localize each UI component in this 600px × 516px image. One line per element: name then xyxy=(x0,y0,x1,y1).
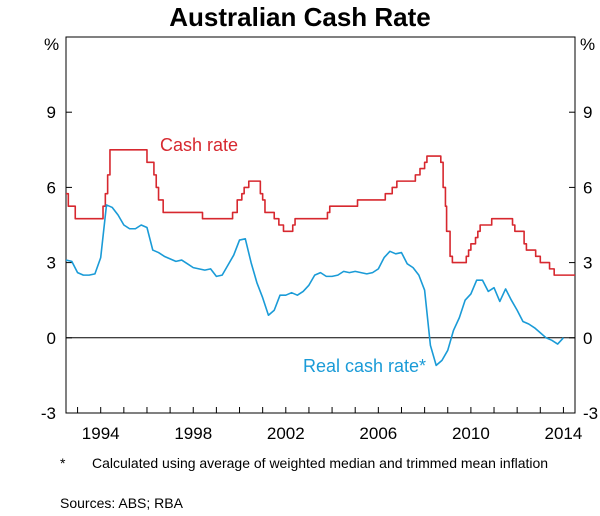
plot-frame xyxy=(65,36,576,414)
x-tick-label: 2010 xyxy=(452,424,490,443)
x-tick-label: 2014 xyxy=(545,424,583,443)
x-tick-label: 2002 xyxy=(267,424,305,443)
x-tick-label: 2006 xyxy=(359,424,397,443)
y-tick-label-left: 6 xyxy=(47,178,56,197)
x-tick-marks xyxy=(77,407,564,413)
series-line-real-cash-rate xyxy=(65,204,565,367)
series-label-real-cash-rate: Real cash rate* xyxy=(303,356,426,376)
footnote-marker: * xyxy=(60,455,66,471)
series-line-cash-rate xyxy=(66,149,575,276)
series-layer xyxy=(65,149,575,367)
footnote-text: Calculated using average of weighted med… xyxy=(92,455,549,471)
series-label-cash-rate: Cash rate xyxy=(160,135,238,155)
sources: Sources: ABS; RBA xyxy=(60,495,183,511)
y-tick-label-right: -3 xyxy=(583,404,598,423)
y-tick-label-left: 0 xyxy=(47,329,56,348)
y-unit-left: % xyxy=(44,35,59,54)
y-tick-label-right: 3 xyxy=(583,254,592,273)
y-tick-marks xyxy=(66,111,575,414)
y-tick-label-right: 6 xyxy=(583,178,592,197)
x-tick-label: 1998 xyxy=(174,424,212,443)
chart-title: Australian Cash Rate xyxy=(169,2,431,32)
y-tick-label-left: 9 xyxy=(47,103,56,122)
y-unit-right: % xyxy=(580,35,595,54)
y-tick-label-left: 3 xyxy=(47,254,56,273)
y-tick-label-right: 9 xyxy=(583,103,592,122)
x-tick-label: 1994 xyxy=(82,424,120,443)
y-tick-label-right: 0 xyxy=(583,329,592,348)
labels-layer: % % Cash rate Real cash rate* 1994 1998 20… xyxy=(41,35,598,443)
y-tick-label-left: -3 xyxy=(41,404,56,423)
